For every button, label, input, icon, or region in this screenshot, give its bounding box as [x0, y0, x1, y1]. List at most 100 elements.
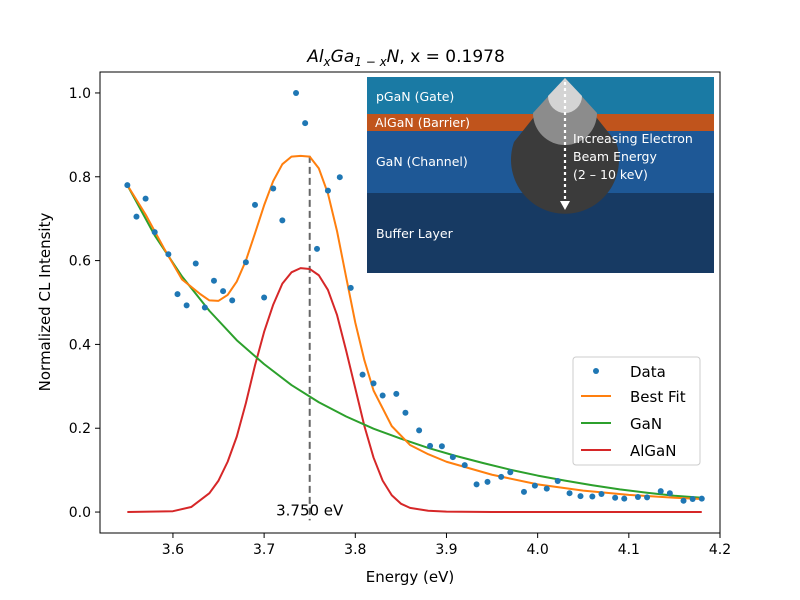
beam-caption-line-3: (2 – 10 keV): [573, 167, 648, 182]
label-gan-channel: GaN (Channel): [376, 154, 468, 169]
legend-label-data: Data: [630, 363, 666, 381]
data-point: [302, 120, 309, 127]
title-sub-1mx: 1 − x: [354, 55, 387, 69]
legend-box: [572, 356, 701, 466]
data-point: [210, 277, 217, 284]
x-tick-label: 4.2: [709, 542, 731, 558]
beam-caption-line-1: Increasing Electron: [573, 131, 693, 146]
y-tick-label: 0.0: [69, 505, 91, 521]
data-point: [192, 260, 199, 267]
data-point: [379, 392, 386, 399]
x-tick-label: 4.0: [527, 542, 549, 558]
data-point: [229, 297, 236, 304]
data-point: [393, 390, 400, 397]
data-point: [520, 488, 527, 495]
data-point: [359, 371, 366, 378]
data-point: [438, 443, 445, 450]
data-point: [666, 490, 673, 497]
chart-title: AlxGa1 − xN, x = 0.1978: [306, 47, 505, 69]
data-point: [507, 469, 514, 476]
data-point: [598, 491, 605, 498]
data-point: [174, 291, 181, 298]
title-al: Al: [306, 47, 324, 67]
peak-energy-label: 3.750 eV: [276, 501, 344, 519]
legend-label-gan: GaN: [630, 415, 662, 433]
data-point: [498, 473, 505, 480]
data-point: [183, 302, 190, 309]
beam-arrow-head-icon: [560, 201, 570, 210]
data-point: [261, 294, 268, 301]
data-point: [449, 454, 456, 461]
y-tick-label: 0.4: [69, 337, 91, 353]
data-point: [270, 185, 277, 192]
data-point: [314, 245, 320, 252]
legend-label-best-fit: Best Fit: [630, 388, 686, 406]
legend-marker-data: [593, 368, 599, 374]
data-point: [347, 284, 354, 291]
data-point: [124, 182, 131, 189]
title-sub-x: x: [323, 55, 332, 69]
data-point: [589, 493, 596, 500]
data-points-layer: [124, 89, 705, 504]
series-line-gan: [126, 184, 702, 499]
series-line-algan: [127, 267, 702, 514]
x-tick-label: 3.7: [253, 542, 275, 558]
y-tick-label: 0.6: [69, 254, 91, 270]
data-point: [680, 497, 687, 504]
data-point: [577, 493, 584, 500]
data-point: [634, 493, 641, 500]
data-point: [484, 478, 491, 485]
series-line-best-fit: [126, 154, 702, 501]
label-pgan-gate: pGaN (Gate): [376, 89, 454, 104]
x-tick-label: 3.8: [344, 542, 366, 558]
data-point: [689, 496, 696, 503]
y-tick-label: 0.2: [69, 421, 91, 437]
data-point: [242, 259, 249, 266]
plot-area: [99, 71, 721, 534]
label-buffer-layer: Buffer Layer: [376, 226, 454, 241]
data-point: [461, 462, 468, 469]
series-layer: [126, 154, 702, 514]
x-tick-label: 3.6: [162, 542, 184, 558]
data-point: [531, 482, 538, 489]
x-tick-label: 4.1: [618, 542, 640, 558]
data-point: [698, 495, 705, 502]
data-point: [336, 174, 343, 181]
device-schematic-inset: pGaN (Gate) AlGaN (Barrier) GaN (Channel…: [367, 77, 714, 273]
data-point: [370, 380, 377, 387]
data-point: [621, 495, 628, 502]
label-algan-barrier: AlGaN (Barrier): [375, 115, 470, 130]
data-point: [201, 304, 208, 311]
legend: Data Best Fit GaN AlGaN: [572, 356, 701, 466]
data-point: [416, 427, 423, 434]
title-n: N: [387, 47, 400, 67]
title-suffix: , x = 0.1978: [399, 47, 504, 67]
data-point: [554, 478, 561, 485]
data-point: [543, 485, 550, 492]
x-axis-label: Energy (eV): [366, 568, 454, 586]
data-point: [427, 442, 434, 449]
data-point: [402, 409, 409, 416]
data-point: [220, 288, 227, 295]
data-point: [293, 89, 300, 96]
data-point: [644, 494, 651, 501]
data-point: [324, 187, 331, 194]
beam-caption-line-2: Beam Energy: [573, 149, 657, 164]
data-point: [252, 201, 258, 208]
data-point: [279, 217, 286, 224]
data-point: [165, 251, 172, 258]
data-point: [612, 494, 619, 501]
data-point: [473, 481, 480, 488]
x-tick-label: 3.9: [435, 542, 457, 558]
data-point: [566, 490, 573, 497]
data-point: [657, 488, 664, 495]
y-tick-label: 0.8: [69, 170, 91, 186]
data-point: [133, 213, 140, 220]
data-point: [142, 195, 149, 202]
axis-ticks: 3.6 3.7 3.8 3.9 4.0 4.1 4.2 0.0 0.2 0.4 0.6 0.8 1.0: [69, 86, 731, 558]
data-point: [151, 229, 158, 236]
title-ga: Ga: [331, 47, 355, 67]
y-axis-label: Normalized CL Intensity: [36, 213, 54, 392]
legend-label-algan: AlGaN: [630, 442, 676, 460]
